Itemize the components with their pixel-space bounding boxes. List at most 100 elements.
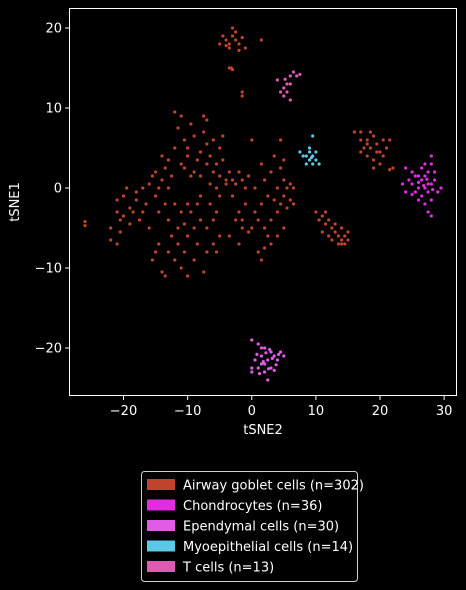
data-point: [359, 150, 363, 154]
data-point: [285, 206, 289, 210]
data-point: [218, 174, 222, 178]
data-point: [186, 274, 190, 278]
legend-label: T cells (n=13): [182, 561, 274, 576]
data-point: [272, 154, 276, 158]
data-point: [282, 158, 286, 162]
data-point: [282, 226, 286, 230]
data-point: [275, 358, 279, 362]
data-point: [173, 258, 177, 262]
data-point: [214, 162, 219, 166]
data-point: [279, 350, 283, 354]
data-point: [182, 222, 186, 226]
data-point: [243, 202, 247, 206]
data-point: [237, 210, 241, 214]
data-point: [307, 158, 312, 162]
data-point: [147, 226, 151, 230]
data-point: [426, 190, 430, 194]
data-point: [166, 250, 170, 254]
data-point: [368, 130, 372, 134]
data-point: [279, 138, 283, 142]
data-point: [83, 224, 87, 228]
y-axis-ticks: −20 −10 0 10 20: [35, 22, 69, 357]
data-point: [198, 194, 203, 198]
legend-label: Chondrocytes (n=36): [183, 499, 322, 514]
data-point: [109, 238, 113, 242]
data-point: [311, 134, 315, 138]
data-point: [211, 218, 215, 222]
legend-swatch: [147, 520, 175, 531]
data-point: [240, 90, 244, 94]
data-point: [269, 350, 273, 354]
data-point: [250, 338, 254, 342]
data-point: [372, 158, 376, 162]
data-point: [275, 210, 279, 214]
data-point: [269, 218, 273, 222]
data-point: [218, 234, 222, 238]
data-point: [202, 130, 206, 134]
data-point: [422, 184, 426, 188]
data-point: [285, 90, 289, 94]
data-point: [279, 90, 283, 94]
data-point: [327, 218, 331, 222]
x-tick-label: −20: [110, 404, 137, 419]
data-point: [410, 182, 414, 186]
data-point: [137, 218, 142, 222]
data-point: [192, 226, 196, 230]
data-point: [118, 218, 122, 222]
data-point: [343, 234, 347, 238]
data-point: [365, 142, 369, 146]
data-point: [277, 352, 281, 356]
data-point: [307, 150, 312, 154]
legend-label: Myoepithelial cells (n=14): [183, 540, 353, 555]
data-point: [381, 154, 385, 158]
data-point: [144, 202, 148, 206]
data-point: [429, 214, 433, 218]
data-point: [288, 198, 292, 202]
data-point: [346, 230, 350, 234]
data-point: [282, 94, 286, 98]
data-point: [205, 250, 209, 254]
data-point: [259, 202, 263, 206]
data-point: [202, 270, 206, 274]
data-point: [282, 194, 286, 198]
data-point: [346, 238, 350, 242]
data-point: [420, 178, 424, 182]
data-point: [214, 250, 219, 254]
data-point: [330, 226, 334, 230]
plot-frame: [69, 8, 457, 396]
data-point: [243, 186, 247, 190]
data-point: [195, 242, 199, 246]
data-point: [141, 210, 145, 214]
data-point: [291, 202, 296, 206]
legend-swatch: [147, 479, 175, 490]
data-point: [426, 182, 430, 186]
data-point: [173, 202, 177, 206]
data-point: [160, 178, 164, 182]
data-point: [198, 150, 203, 154]
data-point: [253, 186, 257, 190]
data-point: [198, 218, 203, 222]
data-point: [368, 146, 372, 150]
data-point: [160, 270, 164, 274]
legend-swatch: [147, 499, 175, 511]
data-point: [166, 186, 170, 190]
data-point: [336, 234, 340, 238]
y-axis-label: tSNE1: [8, 182, 23, 222]
data-point: [157, 242, 161, 246]
data-point: [234, 30, 238, 34]
data-point: [256, 218, 260, 222]
data-point: [259, 162, 263, 166]
x-tick-label: 20: [372, 404, 389, 419]
data-point: [211, 138, 215, 142]
data-point: [253, 210, 257, 214]
data-point: [182, 138, 186, 142]
data-point: [256, 366, 260, 370]
data-point: [166, 158, 170, 162]
data-point: [307, 146, 312, 150]
data-point: [221, 134, 225, 138]
data-point: [230, 194, 235, 198]
data-point: [186, 146, 190, 150]
data-point: [205, 142, 209, 146]
data-point: [426, 210, 430, 214]
data-point: [205, 162, 209, 166]
